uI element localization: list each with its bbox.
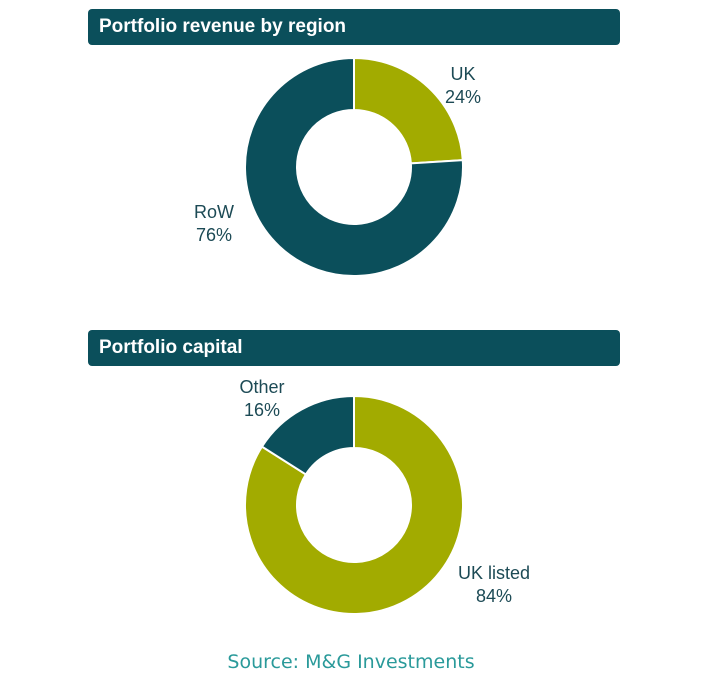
- label-uk: UK 24%: [444, 64, 482, 107]
- label-row: RoW 76%: [194, 202, 234, 245]
- chart-title-revenue: Portfolio revenue by region: [88, 9, 620, 45]
- slice-uk: [353, 56, 464, 165]
- chart-title-capital: Portfolio capital: [88, 330, 620, 366]
- source-note: Source: M&G Investments: [227, 651, 475, 673]
- label-uk-listed: UK listed 84%: [457, 563, 531, 606]
- slice-other: [260, 394, 355, 476]
- label-other: Other 16%: [239, 377, 285, 420]
- slice-uk-listed: [244, 394, 464, 615]
- slice-row: [244, 56, 464, 277]
